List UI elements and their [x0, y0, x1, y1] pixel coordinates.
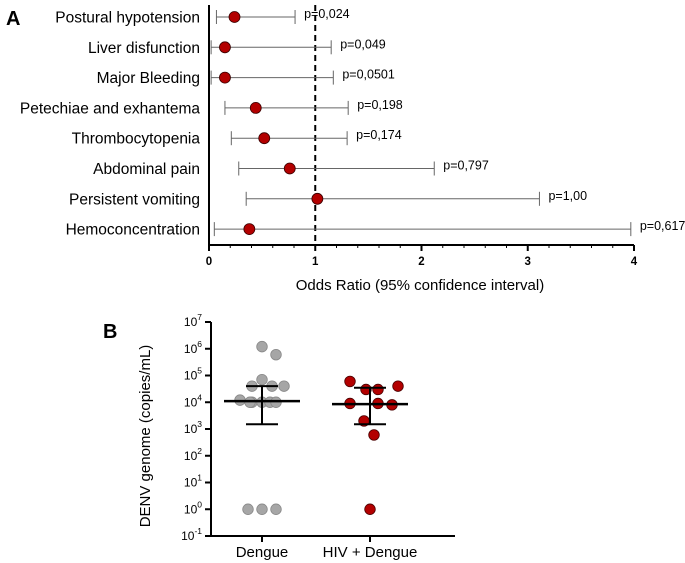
y-tick-exponent: -1: [194, 526, 202, 536]
y-tick-exponent: 4: [197, 392, 202, 402]
p-value-label: p=0,617: [640, 219, 685, 233]
data-point: [270, 503, 282, 515]
category-label: Persistent vomiting: [69, 191, 200, 208]
y-tick-base: 10: [184, 315, 198, 329]
odds-ratio-point: [249, 102, 262, 114]
forest-row: Hemoconcentration p=0,617: [66, 219, 685, 239]
panel-letter-b: B: [103, 321, 117, 343]
forest-rows: Postural hypotension p=0,024 Liver disfunc…: [20, 7, 685, 239]
data-point: [368, 429, 380, 441]
y-tick-base: 10: [184, 395, 198, 409]
p-value-label: p=0,198: [357, 98, 403, 112]
category-label: Hemoconcentration: [66, 222, 200, 239]
category-label: Postural hypotension: [55, 10, 200, 27]
y-tick-base: 10: [184, 369, 198, 383]
y-tick-base: 10: [184, 449, 198, 463]
forest-row: Thrombocytopenia p=0,174: [72, 128, 402, 148]
y-tick-exponent: 2: [197, 446, 202, 456]
y-tick-label: 101: [184, 473, 202, 490]
y-tick-base: 10: [184, 422, 198, 436]
forest-row: Petechiae and exhantema p=0,198: [20, 98, 403, 118]
category-label: Abdominal pain: [93, 161, 200, 178]
forest-row: Persistent vomiting p=1,00: [69, 189, 587, 209]
data-point: [372, 383, 384, 396]
forest-plot-panel: A Postural hypotension p=0,024 Liver disfu…: [6, 5, 685, 294]
group-label: Dengue: [236, 544, 289, 561]
p-value-label: p=0,024: [304, 7, 350, 21]
category-label: Thrombocytopenia: [72, 131, 201, 148]
x-tick-label: 3: [525, 256, 531, 268]
odds-ratio-point: [258, 132, 271, 145]
y-tick-exponent: 5: [197, 366, 202, 376]
category-label: Petechiae and exhantema: [20, 100, 200, 117]
y-tick-label: 103: [184, 419, 202, 436]
x-axis-title: Odds Ratio (95% confidence interval): [296, 277, 544, 294]
panel-letter-a: A: [6, 8, 20, 30]
p-value-label: p=0,049: [340, 37, 386, 51]
data-point: [256, 340, 268, 353]
category-label: Liver disfunction: [88, 40, 200, 57]
y-axis-title: DENV genome (copies/mL): [137, 345, 154, 528]
y-tick-exponent: 6: [197, 339, 202, 349]
p-value-label: p=0,174: [356, 128, 402, 142]
x-tick-label: 4: [631, 256, 638, 268]
x-axis: 0 1 2 3 4: [206, 5, 638, 268]
y-tick-exponent: 7: [197, 312, 202, 322]
forest-row: Abdominal pain p=0,797: [93, 159, 489, 179]
x-axis: Dengue HIV + Dengue: [211, 535, 455, 561]
y-tick-exponent: 1: [197, 473, 202, 483]
x-tick-label: 2: [418, 256, 424, 268]
y-tick-label: 105: [184, 366, 202, 383]
x-tick-label: 1: [312, 256, 319, 268]
data-points: [234, 340, 404, 515]
odds-ratio-point: [219, 41, 231, 54]
data-point: [270, 348, 282, 361]
data-point: [278, 380, 290, 392]
data-point: [364, 503, 376, 515]
y-tick-label: 10-1: [181, 526, 202, 543]
y-tick-label: 107: [184, 312, 202, 329]
y-tick-exponent: 3: [197, 419, 202, 429]
data-point: [344, 375, 356, 388]
odds-ratio-point: [219, 71, 231, 84]
data-point: [242, 503, 254, 515]
y-tick-label: 102: [184, 446, 202, 463]
x-tick-label: 0: [206, 256, 212, 268]
y-tick-base: 10: [184, 342, 198, 356]
group-label: HIV + Dengue: [323, 544, 418, 561]
y-tick-base: 10: [184, 502, 198, 516]
odds-ratio-point: [243, 223, 256, 236]
category-label: Major Bleeding: [97, 70, 200, 87]
odds-ratio-point: [283, 162, 296, 175]
y-tick-label: 104: [184, 392, 202, 409]
forest-row: Major Bleeding p=0,0501: [97, 68, 395, 88]
y-tick-base: 10: [184, 476, 198, 490]
y-tick-label: 106: [184, 339, 202, 356]
median-iqr-bars: [224, 385, 408, 426]
data-point: [256, 503, 268, 515]
p-value-label: p=0,0501: [342, 68, 395, 82]
forest-row: Liver disfunction p=0,049: [88, 37, 386, 57]
y-tick-base: 10: [181, 529, 195, 543]
p-value-label: p=0,797: [443, 159, 489, 173]
data-point: [392, 380, 404, 392]
forest-row: Postural hypotension p=0,024: [55, 7, 349, 27]
data-point: [256, 373, 268, 386]
y-tick-exponent: 0: [197, 499, 202, 509]
p-value-label: p=1,00: [548, 189, 587, 203]
odds-ratio-point: [311, 192, 324, 205]
odds-ratio-point: [228, 11, 241, 23]
y-tick-label: 100: [184, 499, 202, 516]
